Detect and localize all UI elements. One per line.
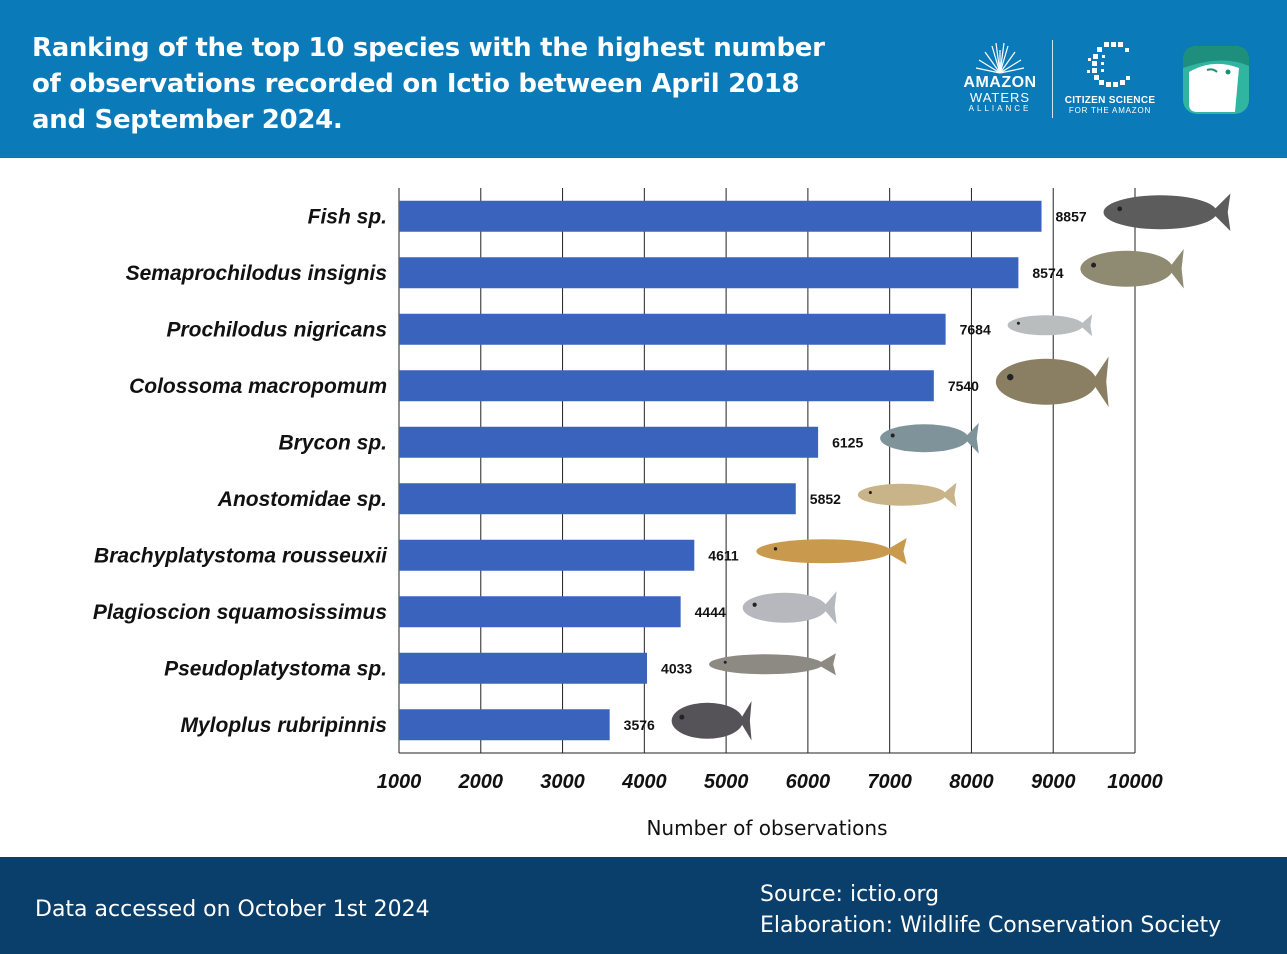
value-label: 7540 <box>948 378 979 394</box>
value-label: 4444 <box>695 604 726 620</box>
fish-illustration-3 <box>1007 314 1093 337</box>
tree-icon <box>975 42 1025 74</box>
source-credits: Source: ictio.org Elaboration: Wildlife … <box>760 879 1221 941</box>
fish-illustration-7 <box>756 538 907 565</box>
category-label: Brycon sp. <box>278 431 387 454</box>
fish-illustration-4 <box>995 356 1109 408</box>
bar-9 <box>399 652 648 684</box>
x-tick-label: 4000 <box>621 771 667 793</box>
value-label: 6125 <box>832 434 863 450</box>
category-label: Semaprochilodus insignis <box>126 262 387 285</box>
logo-divider <box>1052 40 1053 118</box>
chart-area: 1000 2000 3000 4000 5000 6000 7000 8000 9000 1000… <box>0 160 1287 855</box>
bar-2 <box>399 257 1019 289</box>
value-label: 8574 <box>1032 265 1063 281</box>
value-label: 8857 <box>1056 208 1087 224</box>
category-label: Brachyplatystoma rousseuxii <box>94 544 388 567</box>
value-label: 7684 <box>960 321 991 337</box>
ictio-app-logo <box>1183 46 1249 114</box>
x-tick-label: 6000 <box>786 771 831 793</box>
elaboration-text: Elaboration: Wildlife Conservation Socie… <box>760 913 1222 938</box>
fish-illustration-2 <box>1080 248 1184 289</box>
value-label: 4611 <box>708 547 739 563</box>
bar-5 <box>399 426 819 458</box>
fish-illustration-1 <box>1103 193 1231 231</box>
category-label: Plagioscion squamosissimus <box>93 601 387 624</box>
category-label: Prochilodus nigricans <box>166 318 387 341</box>
amazon-waters-logo: AMAZON WATERS ALLIANCE <box>952 40 1048 120</box>
x-tick-label: 2000 <box>458 771 504 793</box>
x-tick-label: 9000 <box>1031 771 1076 793</box>
fish-illustration-9 <box>709 653 836 676</box>
category-label: Pseudoplatystoma sp. <box>164 657 387 680</box>
fish-illustration-6 <box>857 482 957 507</box>
chart-title: Ranking of the top 10 species with the h… <box>32 33 825 135</box>
bar-3 <box>399 313 946 345</box>
bar-chart: 1000 2000 3000 4000 5000 6000 7000 8000 9000 1000… <box>93 188 1231 840</box>
category-label: Fish sp. <box>308 205 387 228</box>
x-tick-label: 3000 <box>540 771 585 793</box>
fish-illustration-10 <box>671 700 752 741</box>
bar-10 <box>399 709 610 741</box>
bar-6 <box>399 483 796 515</box>
citizen-science-logo: CITIZEN SCIENCE FOR THE AMAZON <box>1060 40 1160 120</box>
x-axis-title: Number of observations <box>646 816 887 840</box>
x-tick-label: 5000 <box>704 771 749 793</box>
bar-7 <box>399 539 695 571</box>
citizen-c-icon <box>1087 42 1130 87</box>
value-label: 4033 <box>661 660 692 676</box>
x-tick-label: 7000 <box>867 771 912 793</box>
category-label: Colossoma macropomum <box>129 375 387 398</box>
fish-illustration-8 <box>742 591 837 625</box>
fish-illustration-5 <box>880 422 979 454</box>
value-label: 3576 <box>624 717 655 733</box>
x-tick-label: 1000 <box>377 771 422 793</box>
footer-banner: Data accessed on October 1st 2024 Source… <box>0 857 1287 954</box>
x-tick-label: 10000 <box>1107 771 1163 793</box>
data-accessed-note: Data accessed on October 1st 2024 <box>35 897 430 922</box>
bar-8 <box>399 596 681 628</box>
bar-4 <box>399 370 934 402</box>
bar-1 <box>399 200 1042 232</box>
header-banner: Ranking of the top 10 species with the h… <box>0 0 1287 158</box>
category-label: Myloplus rubripinnis <box>180 714 387 737</box>
category-label: Anostomidae sp. <box>217 488 387 511</box>
value-label: 5852 <box>810 491 841 507</box>
x-tick-label: 8000 <box>949 771 994 793</box>
source-text: Source: ictio.org <box>760 882 940 907</box>
